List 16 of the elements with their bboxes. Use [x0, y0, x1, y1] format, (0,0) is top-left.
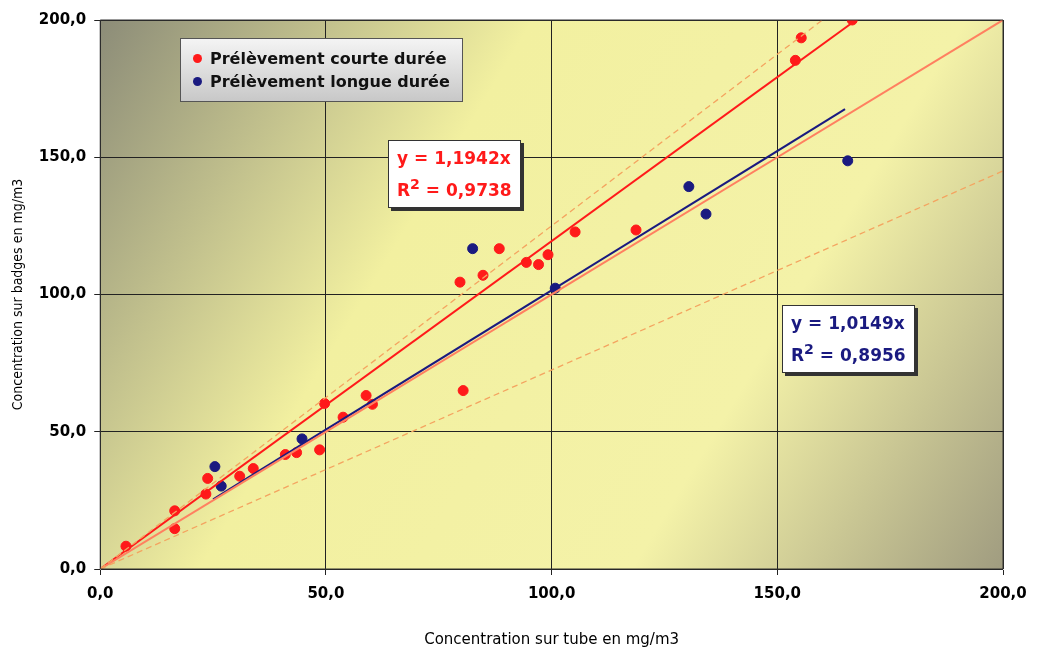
y-tick-label: 100,0 [38, 284, 87, 303]
y-axis-title: Concentration sur badges en mg/m3 [9, 178, 26, 411]
y-tick-label: 0,0 [59, 558, 87, 577]
annotation: y = 1,1942x R$^{2}$ = 0,9738 [397, 147, 512, 202]
annotation: y = 1,0149x R$^{2}$ = 0,8956 [791, 312, 906, 367]
x-tick-label: 50,0 [307, 583, 345, 602]
y-tick-label: 200,0 [38, 9, 87, 28]
legend-label: Prélèvement courte durée [210, 49, 447, 68]
legend-label: Prélèvement longue durée [210, 72, 450, 91]
y-tick-label: 150,0 [38, 147, 87, 166]
x-tick-label: 0,0 [86, 583, 114, 602]
x-tick-label: 100,0 [527, 583, 576, 602]
x-axis-title: Concentration sur tube en mg/m3 [424, 629, 680, 648]
y-tick-label: 50,0 [49, 421, 87, 440]
x-tick-label: 200,0 [979, 583, 1027, 602]
x-tick-label: 150,0 [753, 583, 802, 602]
